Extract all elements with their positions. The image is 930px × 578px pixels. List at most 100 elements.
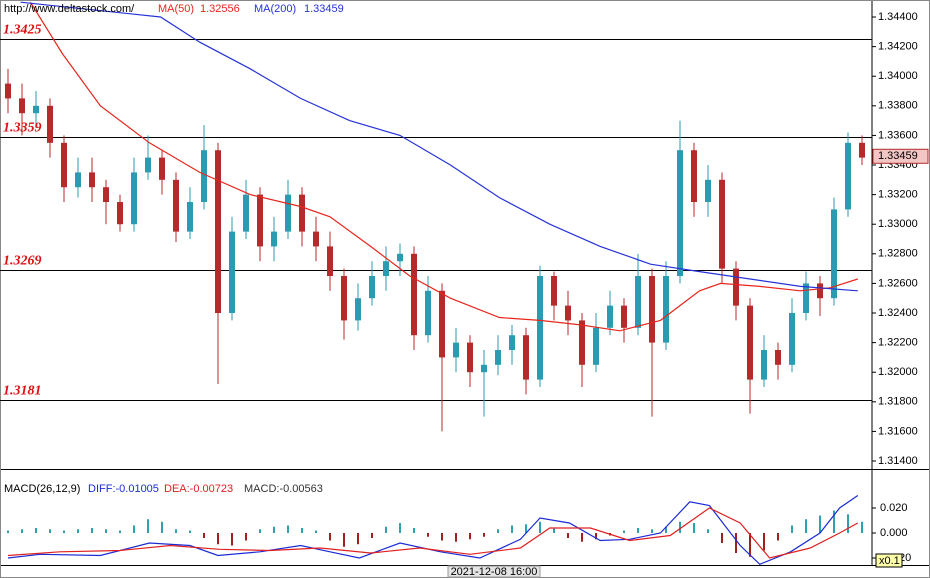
macd-bar [48, 529, 51, 533]
macd-bar [539, 521, 542, 533]
candle-body [845, 142, 852, 210]
y-tick-label: 1.33000 [878, 218, 918, 230]
overlay: http://www.deltastock.com/ MA(50) 1.3255… [3, 3, 929, 578]
macd-bar [455, 533, 458, 542]
macd-bar [119, 530, 122, 533]
macd-bar [357, 533, 360, 545]
candle-body [579, 320, 586, 365]
macd-bar [203, 533, 206, 538]
macd-bar [385, 526, 388, 533]
legend-ma50-value: 1.32556 [200, 3, 240, 15]
candle-body [593, 327, 600, 365]
candle-body [60, 142, 67, 188]
macd-bar [595, 533, 598, 540]
macd-bar [525, 524, 528, 533]
macd-bar [62, 530, 65, 533]
candle-body [425, 290, 432, 336]
candle-body [789, 313, 796, 365]
candle-body [817, 283, 824, 299]
candle-body [187, 202, 194, 232]
scale-box [875, 553, 903, 568]
level-label: 1.3181 [3, 384, 42, 399]
candle-body [173, 179, 180, 232]
candle-body [46, 105, 53, 143]
candle-body [32, 105, 39, 114]
candle-body [89, 172, 96, 188]
candle-body [131, 172, 138, 225]
macd-bar [343, 533, 346, 547]
level-label: 1.3359 [3, 121, 42, 136]
macd-bar [91, 528, 94, 533]
macd-bar [637, 528, 640, 533]
macd-bar [567, 533, 570, 538]
candle-body [803, 283, 810, 314]
y-tick-label: 1.31600 [878, 425, 918, 437]
candle-body [705, 179, 712, 203]
y-tick-label: 1.31800 [878, 396, 918, 408]
macd-bar [399, 523, 402, 533]
scale-label: x0.1 [879, 555, 900, 567]
candle-body [649, 276, 656, 343]
current-price-box [872, 148, 929, 164]
candle-body [495, 350, 502, 365]
candle-body [481, 364, 488, 373]
candle-body [299, 194, 306, 232]
y-tick-label: 1.32800 [878, 248, 918, 260]
macd-bar [287, 525, 290, 533]
macd-bar [665, 526, 668, 533]
macd-diff: DIFF:-0.01005 [88, 483, 159, 495]
y-tick-label: 1.34000 [878, 70, 918, 82]
macd-panel [6, 495, 864, 565]
ma-line [20, 1, 858, 292]
candle-body [831, 209, 838, 299]
macd-bar [6, 530, 9, 533]
candle-body [201, 150, 208, 203]
candle-body [285, 194, 292, 232]
y-tick-label: 1.33800 [878, 100, 918, 112]
macd-bar [273, 526, 276, 533]
macd-bar [147, 519, 150, 533]
price-panel [0, 1, 872, 432]
candle-body [215, 150, 222, 314]
candle-body [677, 150, 684, 277]
macd-bar [833, 510, 836, 533]
source-url: http://www.deltastock.com/ [4, 3, 135, 15]
candle-body [145, 157, 152, 173]
candle-body [229, 231, 236, 314]
candle-body [691, 150, 698, 203]
candle-body [523, 335, 530, 380]
y-tick-label: 1.32200 [878, 337, 918, 349]
candle-body [369, 276, 376, 299]
macd-bar [805, 519, 808, 533]
y-tick-label: 1.34200 [878, 41, 918, 53]
macd-bar [693, 523, 696, 533]
level-label: 1.3425 [3, 23, 42, 38]
macd-bar [553, 528, 556, 533]
level-label: 1.3269 [3, 254, 42, 269]
y-tick-label: 1.32000 [878, 366, 918, 378]
candle-body [327, 246, 334, 277]
candle-body [551, 276, 558, 306]
candle-body [859, 142, 866, 158]
macd-bar [245, 533, 248, 541]
macd-bar [707, 529, 710, 533]
macd-bar [721, 533, 724, 543]
candle-body [719, 179, 726, 269]
candle-body [439, 290, 446, 358]
macd-bar [161, 521, 164, 533]
candle-body [775, 350, 782, 365]
candle-body [607, 305, 614, 328]
candle-body [159, 157, 166, 180]
macd-y-tick-label: 0.020 [880, 502, 908, 514]
time-label: 2021-12-08 16:00 [451, 566, 538, 578]
y-tick-label: 1.31400 [878, 455, 918, 467]
macd-bar [427, 533, 430, 537]
macd-bar [819, 515, 822, 533]
candle-body [761, 350, 768, 380]
macd-bar [777, 533, 780, 541]
macd-bar [847, 514, 850, 533]
candle-body [537, 276, 544, 380]
macd-bar [651, 529, 654, 533]
macd-bar [581, 533, 584, 542]
